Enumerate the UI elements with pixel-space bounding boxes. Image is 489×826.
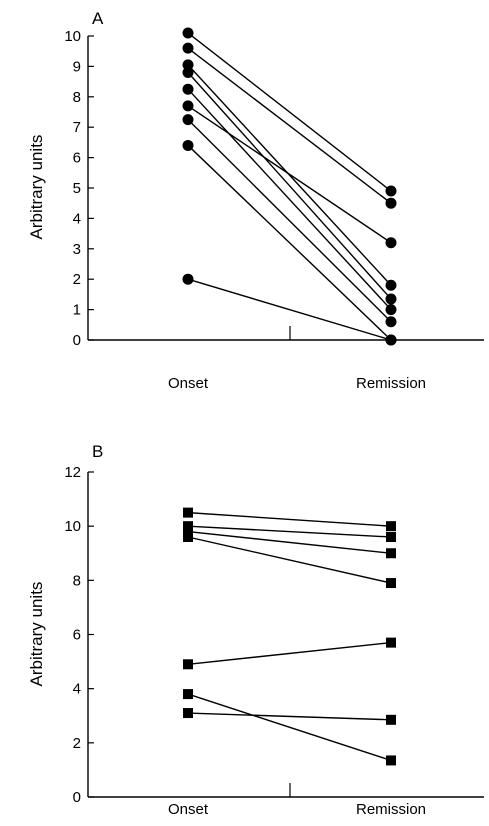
panel-a-y-tick-label: 8 <box>73 89 81 106</box>
panel-b-y-tick-label: 8 <box>73 572 81 589</box>
panel-a-data-point <box>385 304 397 316</box>
panel-b-y-tick-label: 12 <box>64 464 81 481</box>
panel-b-data-point <box>386 532 396 542</box>
panel-a-data-point <box>182 42 194 54</box>
panel-b-data-point <box>183 708 193 719</box>
panel-b-y-tick-label: 2 <box>73 735 81 752</box>
panel-a-data-point <box>182 100 194 112</box>
panel-a-data-point <box>385 293 397 305</box>
panel-b-series-line <box>187 641 392 665</box>
panel-a-series-line <box>187 144 392 341</box>
panel-b-data-point <box>386 714 396 725</box>
panel-a-category-label-remission: Remission <box>356 375 426 392</box>
panel-a-y-tick-label: 10 <box>64 28 81 45</box>
panel-b-data-point <box>386 578 396 589</box>
panel-b-series-line <box>187 712 392 721</box>
panel-a-y-axis-title: Arbitrary units <box>27 135 46 240</box>
panel-a-series-line <box>187 88 392 311</box>
panel-b-series-line <box>187 525 392 538</box>
panel-b-data-point <box>386 755 396 766</box>
panel-a: A Arbitrary units Onset Remission 0 1 2 3 4 5… <box>27 9 484 392</box>
panel-b-data-point <box>386 637 396 648</box>
panel-b-data-point <box>386 521 396 532</box>
panel-a-y-tick-label: 0 <box>73 332 81 349</box>
panel-a-series-line <box>187 72 392 300</box>
panel-b-series-line <box>187 693 392 762</box>
panel-a-y-tick-label: 3 <box>73 241 81 258</box>
panel-a-data-point <box>182 59 194 71</box>
panel-a-data-point <box>385 185 397 197</box>
panel-a-data-point <box>385 334 397 346</box>
panel-a-data-point <box>385 316 397 328</box>
panel-b-series-line <box>187 530 392 554</box>
panel-a-data-point <box>182 139 194 151</box>
panel-b-data-point <box>183 521 193 532</box>
panel-b-data-point <box>183 507 193 518</box>
panel-b-series-line <box>187 536 392 584</box>
panel-b-y-tick-label: 4 <box>73 681 81 698</box>
panel-b-y-tick-label: 6 <box>73 627 81 644</box>
panel-b-y-tick-label: 10 <box>64 518 81 535</box>
panel-a-y-tick-label: 1 <box>73 302 81 319</box>
panel-b-data-point <box>183 689 193 700</box>
panel-a-y-tick-label: 4 <box>73 210 81 227</box>
panel-a-y-tick-label: 2 <box>73 271 81 288</box>
panel-b-data-point <box>183 526 193 537</box>
panel-b-series-line <box>187 511 392 527</box>
panel-a-data-point <box>182 27 194 39</box>
panel-a-data-point <box>182 273 194 285</box>
panel-a-data-point <box>182 66 194 78</box>
panel-a-y-tick-label: 7 <box>73 119 81 136</box>
panel-a-data-point <box>182 83 194 95</box>
panel-a-data-point <box>385 197 397 209</box>
panel-a-category-label-onset: Onset <box>168 375 209 392</box>
panel-b-data-point <box>183 659 193 670</box>
panel-b-data-point <box>386 548 396 559</box>
panel-b-y-axis-title: Arbitrary units <box>27 582 46 687</box>
panel-a-series-line <box>187 278 392 341</box>
panel-a-y-tick-label: 5 <box>73 180 81 197</box>
panel-b: B Arbitrary units Onset Remission 0 2 4 6 8 1… <box>27 442 484 818</box>
panel-a-data-point <box>385 237 397 249</box>
panel-a-y-tick-label: 6 <box>73 150 81 167</box>
panel-a-y-tick-label: 9 <box>73 58 81 75</box>
panel-a-data-point <box>182 114 194 126</box>
panel-a-series-line <box>187 47 392 204</box>
panel-b-y-tick-label: 0 <box>73 789 81 806</box>
panel-a-series-line <box>187 32 392 192</box>
panel-b-category-label-onset: Onset <box>168 801 209 818</box>
panel-a-data-point <box>385 279 397 291</box>
panel-b-label: B <box>92 442 103 461</box>
panel-b-category-label-remission: Remission <box>356 801 426 818</box>
panel-a-label: A <box>92 9 104 28</box>
panel-a-series-line <box>187 105 392 244</box>
panel-b-data-point <box>183 532 193 542</box>
panel-a-series-line <box>187 119 392 323</box>
